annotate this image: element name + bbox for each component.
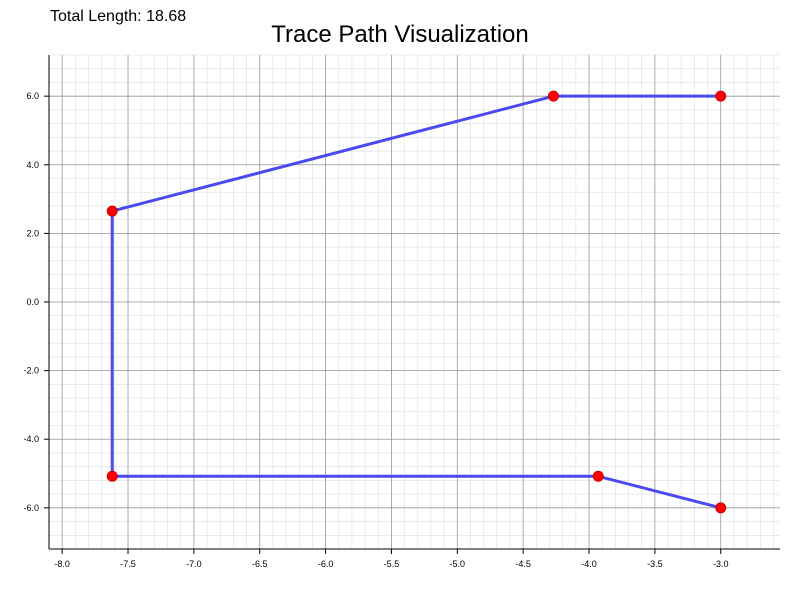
x-tick-label: -3.0 bbox=[713, 559, 729, 569]
x-tick-label: -5.0 bbox=[450, 559, 466, 569]
path-point bbox=[715, 90, 727, 102]
y-tick-label: 6.0 bbox=[26, 91, 39, 101]
chart-title: Trace Path Visualization bbox=[271, 21, 529, 48]
x-axis-ticks: -8.0 -7.5 -7.0 -6.5 -6.0 -5.5 -5.0 -4.5 -4.0 -3.5… bbox=[54, 549, 728, 569]
trace-path bbox=[110, 94, 723, 510]
total-length-label: Total Length: 18.68 bbox=[50, 8, 187, 25]
y-tick-label: -6.0 bbox=[23, 503, 39, 513]
x-tick-label: -8.0 bbox=[54, 559, 70, 569]
trace-points bbox=[106, 90, 727, 514]
y-axis-ticks: -6.0 -4.0 -2.0 0.0 2.0 4.0 6.0 bbox=[23, 91, 49, 513]
path-point bbox=[106, 470, 118, 482]
y-tick-label: -4.0 bbox=[23, 434, 39, 444]
x-tick-label: -6.5 bbox=[252, 559, 268, 569]
y-tick-label: 0.0 bbox=[26, 297, 39, 307]
x-tick-label: -5.5 bbox=[384, 559, 400, 569]
path-point bbox=[547, 90, 559, 102]
path-point bbox=[715, 502, 727, 514]
x-tick-label: -7.5 bbox=[120, 559, 136, 569]
y-tick-label: -2.0 bbox=[23, 366, 39, 376]
x-tick-label: -7.0 bbox=[186, 559, 202, 569]
y-tick-label: 2.0 bbox=[26, 228, 39, 238]
path-segment bbox=[110, 94, 555, 213]
x-tick-label: -4.5 bbox=[515, 559, 531, 569]
path-segment bbox=[596, 474, 723, 510]
path-point bbox=[592, 470, 604, 482]
x-tick-label: -3.5 bbox=[647, 559, 663, 569]
major-grid bbox=[49, 55, 780, 549]
x-tick-label: -4.0 bbox=[581, 559, 597, 569]
x-tick-label: -6.0 bbox=[318, 559, 334, 569]
y-tick-label: 4.0 bbox=[26, 160, 39, 170]
path-point bbox=[106, 205, 118, 217]
